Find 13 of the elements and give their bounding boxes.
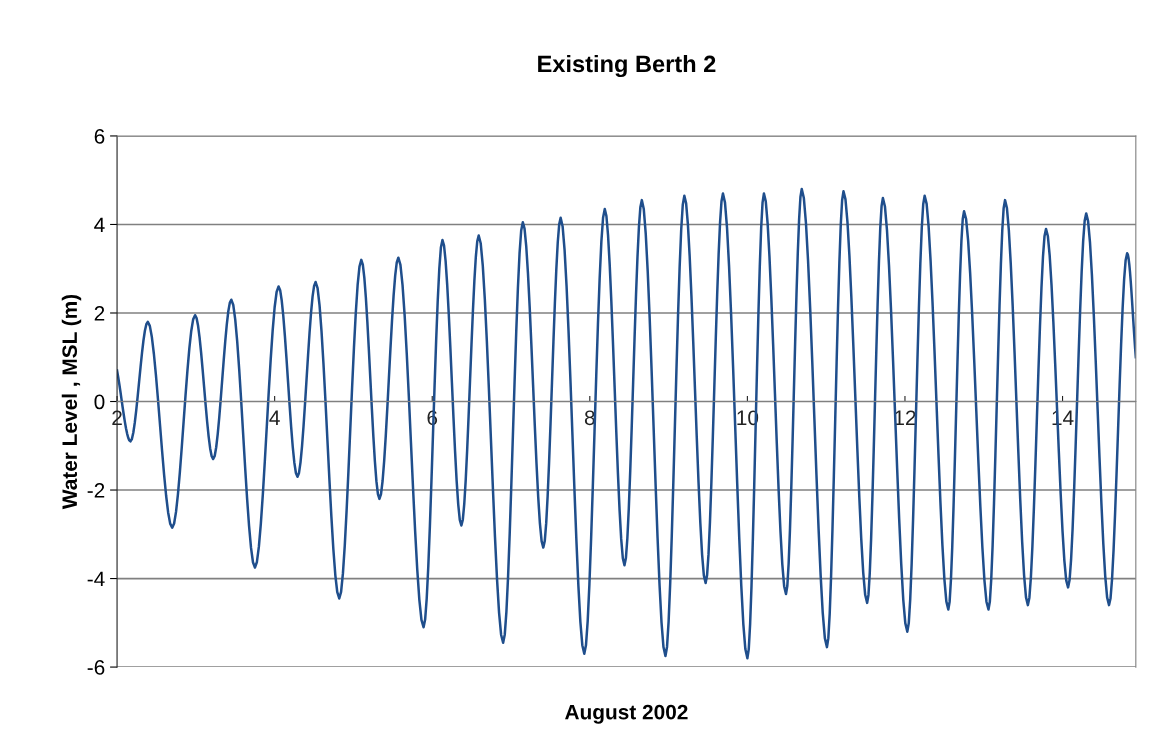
y-tick-label: 0 (94, 394, 105, 410)
y-tick-label: -6 (87, 660, 105, 675)
y-tick-label: -4 (87, 571, 105, 587)
x-axis-title: August 2002 (565, 704, 688, 724)
x-tick-label: 8 (584, 410, 595, 426)
y-tick-label: -2 (87, 483, 105, 498)
y-axis-title: Water Level , MSL (m) (61, 294, 82, 510)
y-tick-label: 2 (94, 305, 105, 321)
chart-title: Existing Berth 2 (538, 54, 716, 78)
x-tick-label: 4 (269, 410, 280, 425)
x-tick-label: 12 (894, 410, 916, 425)
y-tick-label: 4 (94, 217, 105, 233)
y-tick-label: 6 (94, 128, 105, 144)
